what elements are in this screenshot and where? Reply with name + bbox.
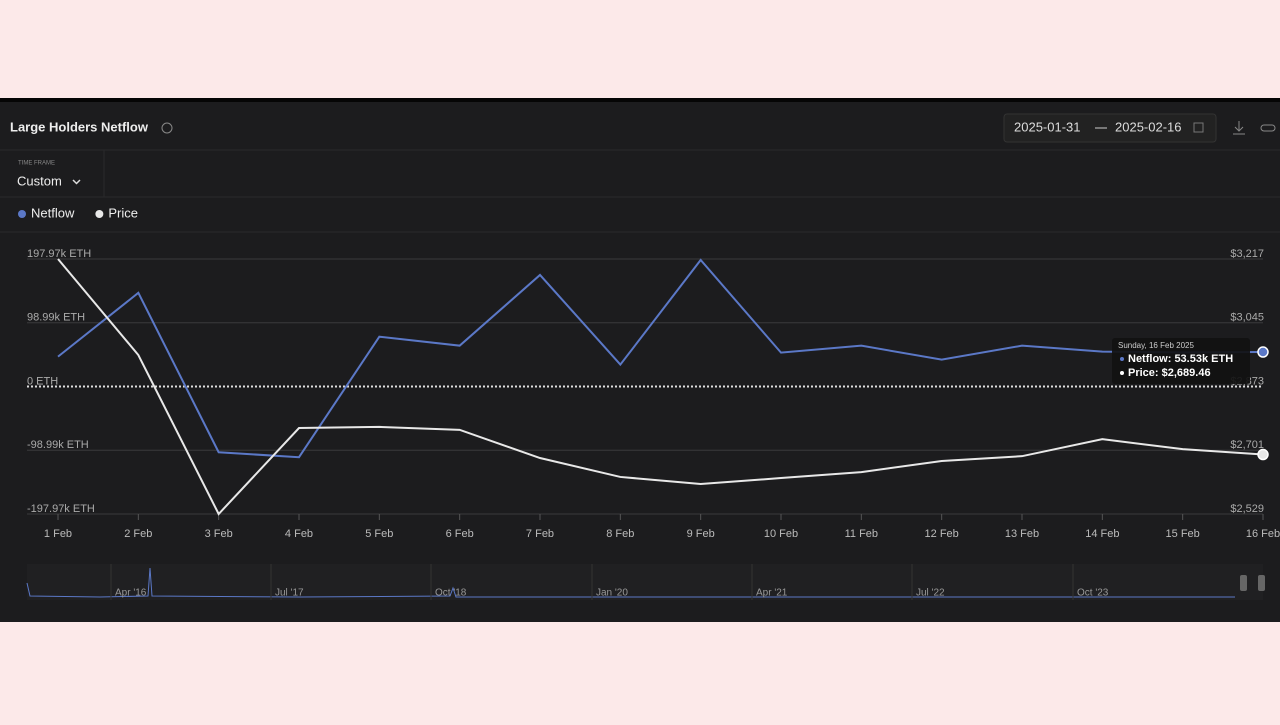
point-marker	[1257, 346, 1269, 358]
x-tick-label: 13 Feb	[1005, 528, 1039, 540]
tooltip-netflow: Netflow: 53.53k ETH	[1128, 353, 1233, 365]
tooltip-dot	[1120, 357, 1124, 361]
x-tick-label: 5 Feb	[365, 528, 393, 540]
x-tick-label: 9 Feb	[687, 528, 715, 540]
y-tick-label: -197.97k ETH	[27, 503, 95, 515]
navigator-handle[interactable]	[1240, 575, 1247, 591]
date-to: 2025-02-16	[1115, 119, 1182, 134]
x-tick-label: 15 Feb	[1166, 528, 1200, 540]
calendar-icon[interactable]	[1193, 122, 1204, 133]
navigator-label: Apr '21	[756, 588, 788, 599]
y2-tick-label: $2,701	[1230, 439, 1264, 451]
y2-tick-label: $3,045	[1230, 312, 1264, 324]
y-tick-label: 98.99k ETH	[27, 312, 85, 324]
navigator-label: Oct '23	[1077, 588, 1109, 599]
navigator-label: Jul '17	[275, 588, 304, 599]
x-tick-label: 1 Feb	[44, 528, 72, 540]
navigator-label: Oct '18	[435, 588, 467, 599]
tooltip-box	[1112, 338, 1250, 384]
tooltip-dot	[1120, 371, 1124, 375]
x-tick-label: 11 Feb	[845, 528, 878, 540]
x-tick-label: 16 Feb	[1246, 528, 1280, 540]
time-frame[interactable]: Custom	[17, 173, 62, 188]
x-tick-label: 10 Feb	[764, 528, 798, 540]
navigator-handle[interactable]	[1258, 575, 1265, 591]
y-tick-label: 0 ETH	[27, 375, 58, 387]
legend-marker	[18, 210, 26, 218]
chevron	[72, 179, 81, 185]
navigator-line	[26, 567, 1235, 598]
top-edge	[0, 98, 1280, 102]
x-tick-label: 12 Feb	[925, 528, 959, 540]
navigator-label: Jan '20	[596, 588, 628, 599]
legend-label: Price	[108, 205, 138, 220]
series-line	[57, 258, 1264, 459]
tooltip-price: Price: $2,689.46	[1128, 367, 1211, 379]
x-tick-label: 6 Feb	[446, 528, 474, 540]
time-frame-label: TIME FRAME	[18, 161, 55, 167]
date-from: 2025-01-31	[1014, 119, 1081, 134]
x-tick-label: 7 Feb	[526, 528, 554, 540]
legend-marker	[95, 210, 104, 218]
navigator-label: Apr '16	[115, 588, 147, 599]
title: Large Holders Netflow	[10, 119, 149, 134]
navigator-label: Jul '22	[916, 588, 945, 599]
date-range[interactable]	[1003, 113, 1217, 143]
y2-tick-label: $3,217	[1230, 248, 1264, 260]
tooltip-date: Sunday, 16 Feb 2025	[1118, 341, 1194, 350]
x-tick-label: 2 Feb	[124, 528, 152, 540]
point-marker	[1257, 448, 1269, 461]
x-tick-label: 3 Feb	[205, 528, 233, 540]
y-tick-label: 197.97k ETH	[27, 248, 91, 260]
series-line	[57, 258, 1264, 516]
y2-tick-label: $2,529	[1230, 503, 1264, 515]
x-tick-label: 4 Feb	[285, 528, 313, 540]
x-tick-label: 14 Feb	[1085, 528, 1119, 540]
legend-label: Netflow	[31, 205, 75, 220]
y-tick-label: -98.99k ETH	[27, 439, 89, 451]
navigator[interactable]	[27, 564, 1263, 600]
download-icon[interactable]	[1233, 121, 1245, 135]
panel	[0, 98, 1280, 622]
help-icon[interactable]	[161, 122, 173, 134]
x-tick-label: 8 Feb	[606, 528, 634, 540]
link-icon[interactable]	[1260, 124, 1276, 132]
